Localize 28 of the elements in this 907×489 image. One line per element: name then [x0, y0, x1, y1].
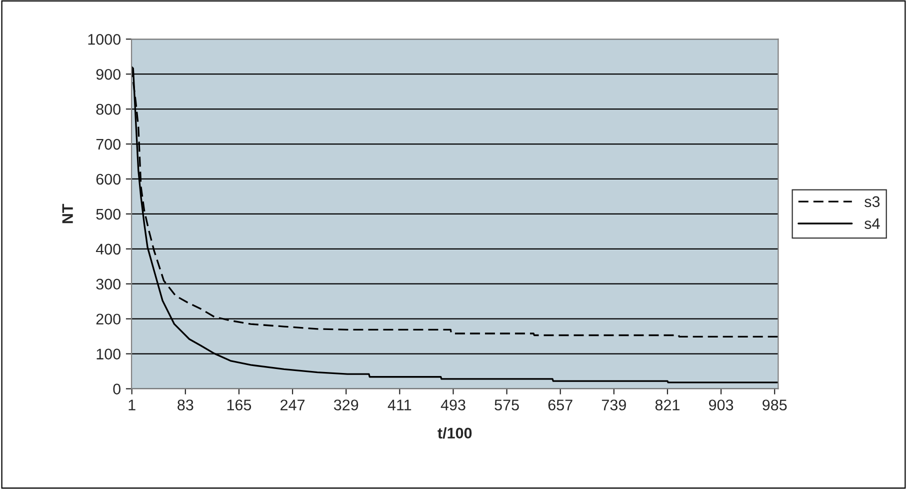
x-axis-title: t/100 — [438, 427, 472, 439]
x-tick-label: 821 — [655, 400, 680, 410]
y-tick-label: 300 — [96, 278, 121, 290]
x-tick-label: 657 — [548, 400, 572, 410]
legend-label: s4 — [864, 218, 880, 229]
x-tick-label: 165 — [227, 400, 252, 410]
x-tick-label: 329 — [334, 400, 358, 410]
x-tick-label: 575 — [494, 400, 519, 410]
y-tick-label: 600 — [96, 174, 121, 185]
y-tick-label: 400 — [96, 244, 121, 255]
x-tick-label: 985 — [762, 400, 787, 410]
y-tick-label: 500 — [96, 208, 121, 220]
x-tick-label: 411 — [388, 400, 412, 410]
y-tick-label: 700 — [96, 138, 121, 150]
y-tick-label: 100 — [96, 348, 121, 360]
x-tick-label: 247 — [280, 400, 305, 410]
legend-label: s3 — [864, 196, 880, 208]
y-tick-label: 900 — [96, 68, 121, 80]
y-axis-title: NT — [62, 204, 73, 224]
y-tick-label: 0 — [113, 384, 120, 394]
x-tick-label: 493 — [440, 400, 466, 410]
x-tick-label: 903 — [709, 400, 734, 410]
x-tick-label: 83 — [178, 400, 194, 410]
x-tick-label: 1 — [128, 400, 136, 410]
x-tick-label: 739 — [602, 400, 626, 410]
y-tick-label: 200 — [96, 314, 121, 325]
y-tick-label: 1000 — [88, 34, 121, 45]
y-tick-label: 800 — [96, 104, 121, 115]
